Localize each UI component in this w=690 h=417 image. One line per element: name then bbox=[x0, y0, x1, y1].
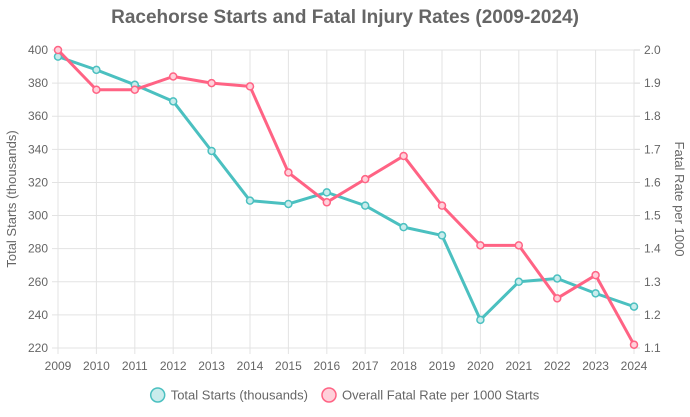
y-left-tick-label: 340 bbox=[28, 142, 48, 156]
data-point-series-2 bbox=[130, 85, 140, 94]
data-point-series-1 bbox=[437, 231, 447, 240]
data-point-series-2 bbox=[322, 198, 332, 207]
y-left-tick-label: 280 bbox=[28, 242, 48, 256]
data-point-series-1 bbox=[476, 315, 485, 325]
data-point-series-2 bbox=[168, 72, 178, 81]
x-tick-label: 2012 bbox=[160, 359, 187, 373]
data-point-series-1 bbox=[591, 289, 600, 298]
x-tick-label: 2010 bbox=[83, 359, 110, 373]
left-axis-title: Total Starts (thousands) bbox=[4, 130, 19, 267]
data-point-series-2 bbox=[245, 82, 255, 91]
y-left-tick-label: 300 bbox=[28, 209, 48, 223]
data-point-series-2 bbox=[552, 294, 562, 303]
data-point-series-1 bbox=[629, 302, 639, 311]
y-right-tick-label: 1.4 bbox=[644, 242, 661, 256]
data-point-series-1 bbox=[92, 65, 101, 75]
data-point-series-1 bbox=[245, 196, 255, 205]
y-right-tick-label: 1.7 bbox=[644, 142, 661, 156]
data-point-series-2 bbox=[399, 151, 408, 161]
legend-label: Overall Fatal Rate per 1000 Starts bbox=[342, 388, 540, 403]
data-point-series-2 bbox=[207, 78, 216, 88]
data-point-series-1 bbox=[399, 222, 408, 232]
y-right-tick-label: 1.1 bbox=[644, 341, 661, 355]
y-right-tick-label: 1.2 bbox=[644, 308, 661, 322]
x-tick-label: 2019 bbox=[429, 359, 456, 373]
grid-layer bbox=[52, 49, 640, 354]
data-point-series-2 bbox=[591, 270, 600, 280]
data-point-series-1 bbox=[360, 201, 370, 210]
y-left-tick-label: 360 bbox=[28, 109, 48, 123]
data-point-series-2 bbox=[284, 168, 293, 177]
legend-item-2: Overall Fatal Rate per 1000 Starts bbox=[321, 387, 540, 403]
x-tick-label: 2022 bbox=[544, 359, 571, 373]
y-right-tick-label: 1.8 bbox=[644, 109, 661, 123]
legend-label: Total Starts (thousands) bbox=[171, 388, 308, 403]
right-axis-title: Fatal Rate per 1000 bbox=[672, 142, 687, 257]
data-point-series-1 bbox=[207, 146, 216, 156]
x-tick-label: 2020 bbox=[467, 359, 494, 373]
x-tick-label: 2024 bbox=[621, 359, 648, 373]
x-tick-label: 2009 bbox=[45, 359, 72, 373]
chart-title: Racehorse Starts and Fatal Injury Rates … bbox=[111, 7, 579, 28]
y-right-tick-label: 1.5 bbox=[644, 209, 661, 223]
y-right-tick-label: 1.3 bbox=[644, 275, 661, 289]
data-point-series-1 bbox=[514, 277, 524, 287]
y-left-tick-label: 400 bbox=[28, 43, 48, 57]
legend: Total Starts (thousands) Overall Fatal Ra… bbox=[149, 387, 540, 403]
data-point-series-2 bbox=[53, 45, 63, 55]
x-tick-label: 2011 bbox=[122, 359, 148, 373]
data-point-series-2 bbox=[437, 201, 447, 210]
data-point-series-2 bbox=[629, 340, 639, 349]
y-right-tick-label: 1.9 bbox=[644, 76, 661, 90]
data-point-series-1 bbox=[322, 188, 332, 197]
x-tick-label: 2016 bbox=[313, 359, 340, 373]
x-tick-label: 2014 bbox=[237, 359, 264, 373]
data-point-series-2 bbox=[514, 241, 524, 250]
y-right-tick-label: 1.6 bbox=[644, 175, 661, 189]
y-right-tick-label: 2.0 bbox=[644, 43, 661, 57]
series-line-2 bbox=[56, 48, 636, 347]
data-point-series-2 bbox=[92, 85, 101, 94]
x-tick-label: 2018 bbox=[390, 359, 417, 373]
legend-marker bbox=[321, 387, 337, 403]
x-tick-label: 2017 bbox=[352, 359, 379, 373]
x-tick-label: 2021 bbox=[505, 359, 532, 373]
data-point-series-1 bbox=[284, 199, 293, 209]
y-left-tick-label: 220 bbox=[28, 341, 48, 355]
y-left-tick-label: 320 bbox=[28, 175, 48, 189]
y-left-tick-label: 380 bbox=[28, 76, 48, 90]
x-tick-label: 2013 bbox=[198, 359, 225, 373]
x-tick-label: 2023 bbox=[582, 359, 609, 373]
y-left-tick-label: 260 bbox=[28, 275, 48, 289]
axis-layer: 220 240 260 280 300 320 340 360 380 400 1.1 1.2 1.3 1… bbox=[28, 43, 661, 373]
legend-marker bbox=[149, 387, 166, 403]
x-tick-label: 2015 bbox=[275, 359, 302, 373]
data-point-series-2 bbox=[360, 174, 370, 184]
series-layer bbox=[53, 45, 639, 349]
legend-item-1: Total Starts (thousands) bbox=[149, 387, 308, 403]
data-point-series-1 bbox=[168, 97, 178, 106]
y-left-tick-label: 240 bbox=[28, 308, 48, 322]
data-point-series-2 bbox=[476, 241, 485, 250]
series-line-1 bbox=[56, 55, 636, 322]
data-point-series-1 bbox=[552, 274, 562, 283]
